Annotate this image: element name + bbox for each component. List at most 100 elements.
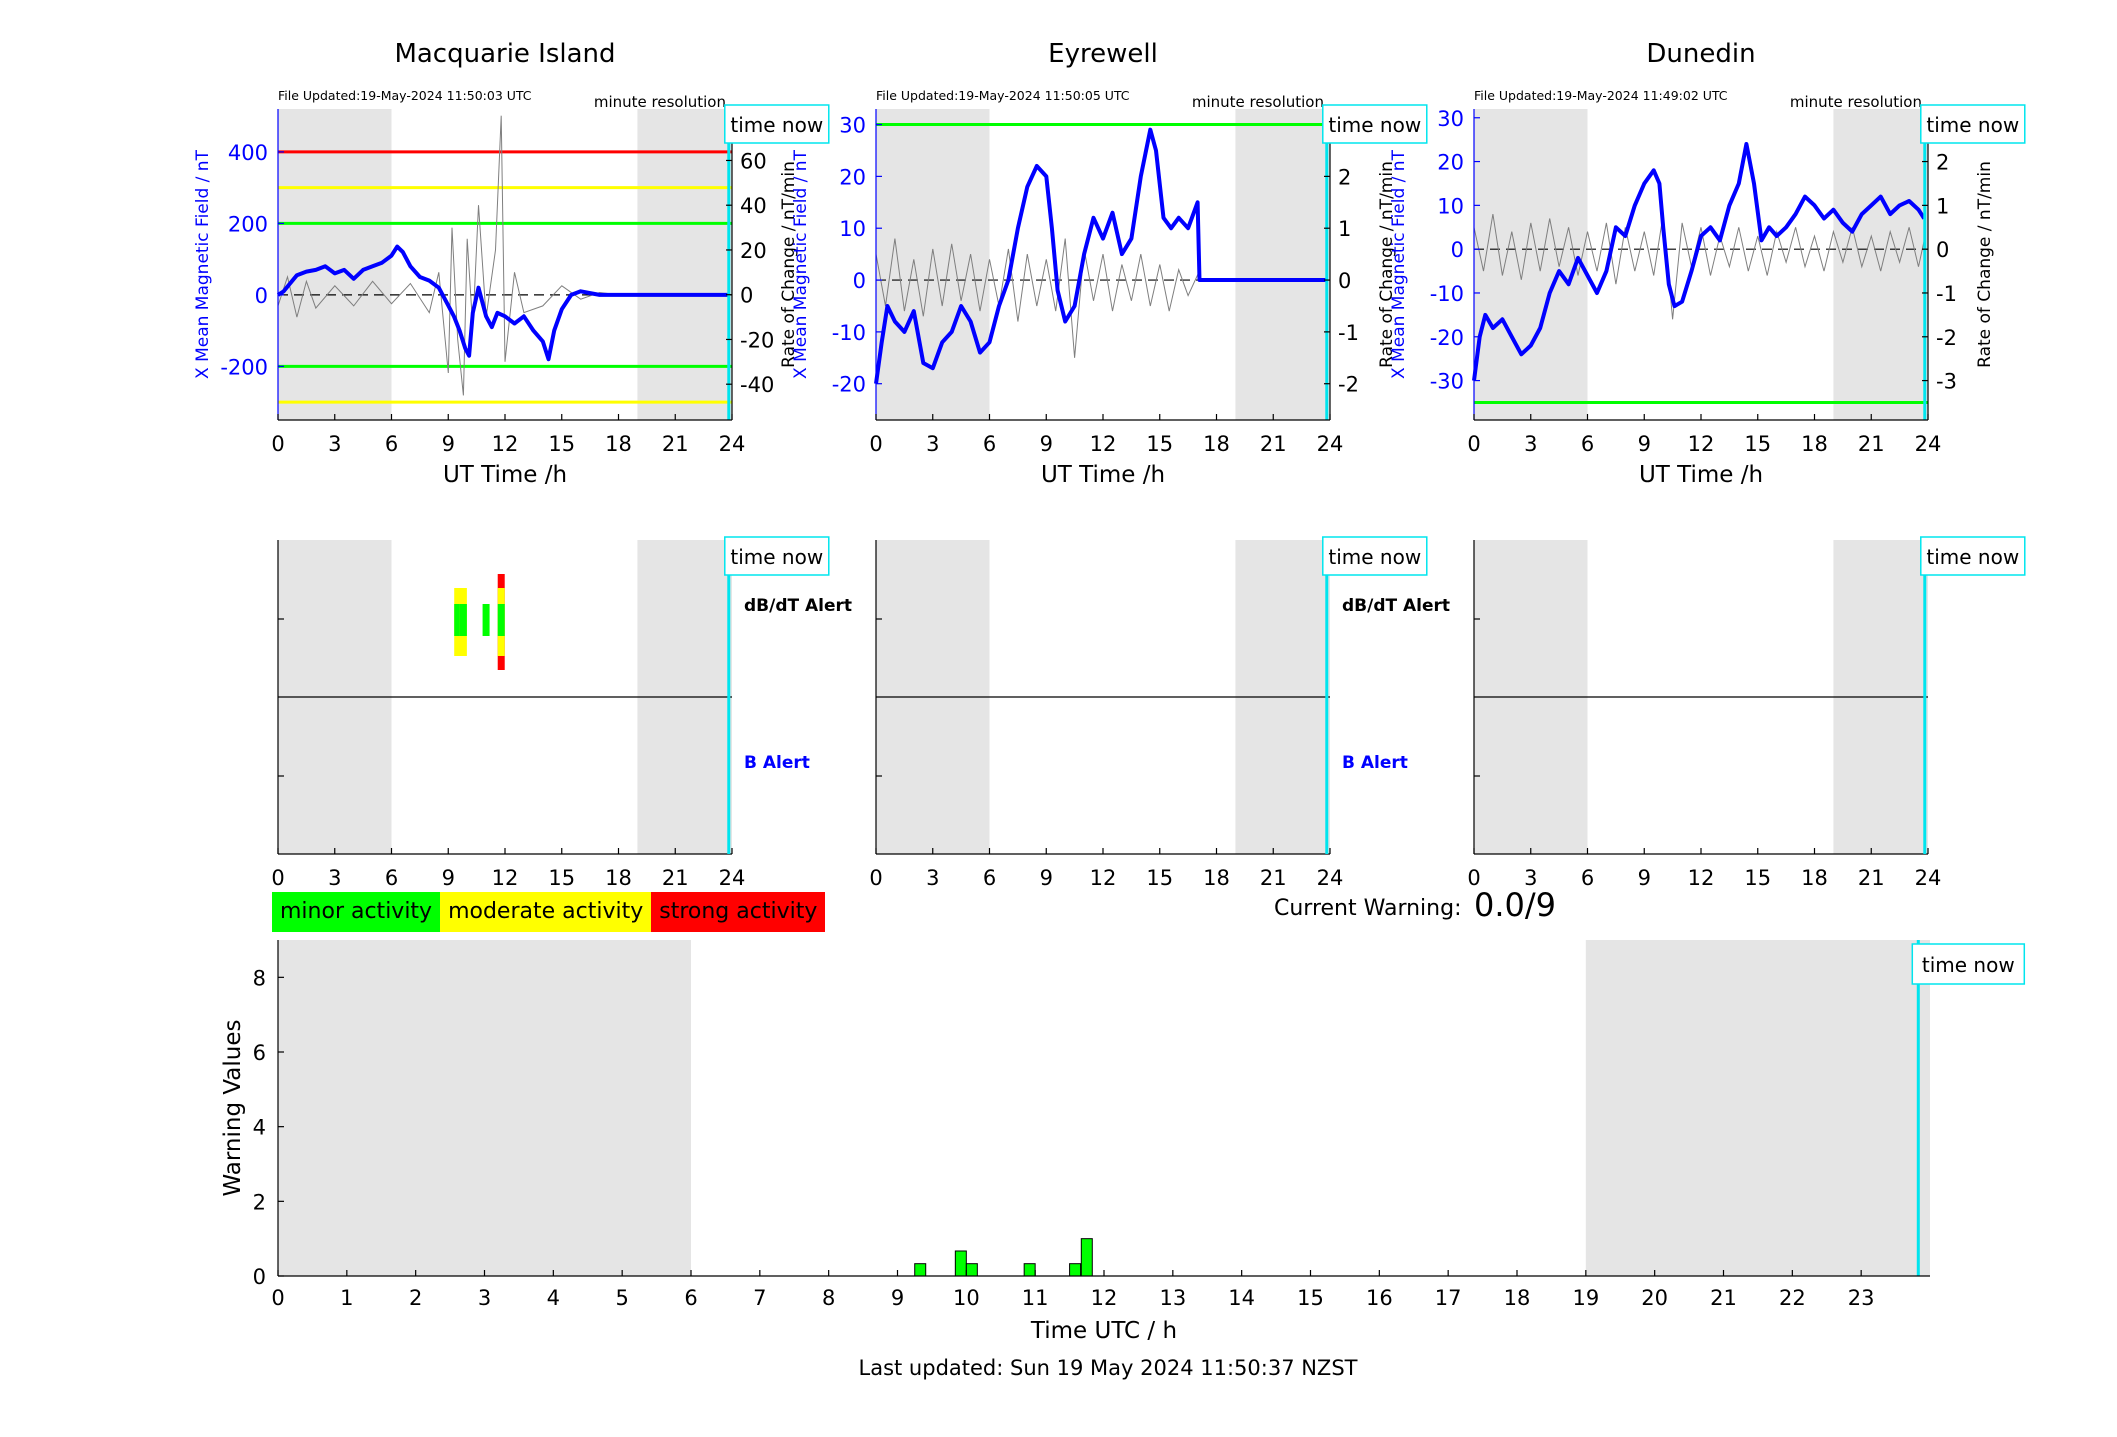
x-tick-label: 24 xyxy=(719,432,746,456)
alert-x-tick-label: 24 xyxy=(1915,866,1942,890)
warning-x-tick-label: 2 xyxy=(409,1286,422,1310)
alert-x-tick-label: 6 xyxy=(1581,866,1594,890)
alert-x-tick-label: 9 xyxy=(442,866,455,890)
time-now-box xyxy=(1322,104,1428,144)
alert-x-tick-label: 18 xyxy=(1203,866,1230,890)
warning-x-tick-label: 23 xyxy=(1848,1286,1875,1310)
y-tick-label: -20 xyxy=(832,373,866,397)
legend-moderate: moderate activity xyxy=(440,892,652,932)
warning-night-shade xyxy=(278,940,691,1276)
x-tick-label: 6 xyxy=(385,432,398,456)
file-updated-text: File Updated:19-May-2024 11:50:05 UTC xyxy=(876,88,1130,103)
dbdt-alert-label: dB/dT Alert xyxy=(744,596,852,616)
y2-tick-label: 0 xyxy=(740,284,753,308)
right-axis-label: Rate of Change / nT/min xyxy=(1377,161,1397,368)
y2-tick-label: 1 xyxy=(1936,194,1949,218)
x-tick-label: 18 xyxy=(1801,432,1828,456)
warning-y-tick-label: 2 xyxy=(253,1190,266,1214)
y-tick-label: 20 xyxy=(839,165,866,189)
y-tick-label: -200 xyxy=(220,355,268,379)
alert-time-now-box xyxy=(1920,536,2026,576)
alert-time-now-label: time now xyxy=(1926,545,2019,569)
warning-bar xyxy=(1080,1238,1093,1277)
warning-x-tick-label: 0 xyxy=(271,1286,284,1310)
alert-x-tick-label: 9 xyxy=(1638,866,1651,890)
alert-time-now-label: time now xyxy=(730,545,823,569)
warning-bar xyxy=(965,1263,978,1277)
x-tick-label: 12 xyxy=(1688,432,1715,456)
alert-x-tick-label: 18 xyxy=(605,866,632,890)
warning-x-tick-label: 7 xyxy=(753,1286,766,1310)
x-tick-label: 24 xyxy=(1317,432,1344,456)
x-tick-label: 24 xyxy=(1915,432,1942,456)
alert-x-tick-label: 15 xyxy=(1146,866,1173,890)
warning-x-tick-label: 22 xyxy=(1779,1286,1806,1310)
y-tick-label: -10 xyxy=(832,321,866,345)
alert-x-tick-label: 3 xyxy=(1524,866,1537,890)
warning-x-tick-label: 20 xyxy=(1641,1286,1668,1310)
warning-x-tick-label: 21 xyxy=(1710,1286,1737,1310)
y2-tick-label: -1 xyxy=(1338,321,1359,345)
rate-of-change-series xyxy=(1473,214,1925,320)
alert-x-tick-label: 12 xyxy=(1090,866,1117,890)
y2-tick-label: -3 xyxy=(1936,370,1957,394)
alert-time-now-box xyxy=(1322,536,1428,576)
warning-bar xyxy=(914,1263,927,1277)
night-shade xyxy=(1474,109,1588,420)
warning-y-tick-label: 8 xyxy=(253,966,266,990)
warning-x-tick-label: 14 xyxy=(1228,1286,1255,1310)
warning-evening-shade xyxy=(1585,940,1930,1276)
magnetic-field-series xyxy=(276,244,729,362)
y2-tick-label: 20 xyxy=(740,239,767,263)
legend-minor: minor activity xyxy=(272,892,441,932)
y-tick-label: 200 xyxy=(228,212,268,236)
alert-x-tick-label: 15 xyxy=(1744,866,1771,890)
warning-x-tick-label: 8 xyxy=(822,1286,835,1310)
warning-bar xyxy=(954,1250,967,1277)
x-tick-label: 3 xyxy=(926,432,939,456)
x-tick-label: 12 xyxy=(492,432,519,456)
y-tick-label: -30 xyxy=(1430,370,1464,394)
y-tick-label: 400 xyxy=(228,141,268,165)
x-tick-label: 15 xyxy=(548,432,575,456)
warning-x-axis-label: Time UTC / h xyxy=(1030,1318,1177,1344)
alert-x-tick-label: 18 xyxy=(1801,866,1828,890)
y2-tick-label: -2 xyxy=(1936,326,1957,350)
evening-shade xyxy=(1235,109,1330,420)
evening-shade xyxy=(1833,109,1928,420)
x-tick-label: 3 xyxy=(1524,432,1537,456)
left-axis-label: X Mean Magnetic Field / nT xyxy=(791,149,811,379)
y2-tick-label: 40 xyxy=(740,194,767,218)
x-axis-label: UT Time /h xyxy=(443,462,567,488)
warning-time-now-label: time now xyxy=(1922,953,2015,977)
time-now-box xyxy=(724,104,830,144)
x-axis-label: UT Time /h xyxy=(1639,462,1763,488)
x-tick-label: 12 xyxy=(1090,432,1117,456)
alert-x-tick-label: 21 xyxy=(1858,866,1885,890)
alert-x-tick-label: 3 xyxy=(926,866,939,890)
file-updated-text: File Updated:19-May-2024 11:49:02 UTC xyxy=(1474,88,1728,103)
alert-time-now-box xyxy=(724,536,830,576)
y-tick-label: 20 xyxy=(1437,151,1464,175)
last-updated-text: Last updated: Sun 19 May 2024 11:50:37 N… xyxy=(859,1356,1358,1380)
y2-tick-label: -1 xyxy=(1936,282,1957,306)
y-tick-label: 0 xyxy=(255,284,268,308)
activity-legend: minor activity moderate activity strong … xyxy=(272,892,826,932)
alert-x-tick-label: 3 xyxy=(328,866,341,890)
x-tick-label: 0 xyxy=(1467,432,1480,456)
time-now-box xyxy=(1920,104,2026,144)
resolution-text: minute resolution xyxy=(594,93,726,111)
right-axis-label: Rate of Change / nT/min xyxy=(779,161,799,368)
magnetic-field-series xyxy=(874,127,1327,384)
current-warning-label: Current Warning: xyxy=(1274,896,1462,921)
alert-x-tick-label: 6 xyxy=(385,866,398,890)
x-tick-label: 9 xyxy=(1638,432,1651,456)
warning-x-tick-label: 13 xyxy=(1159,1286,1186,1310)
warning-y-tick-label: 0 xyxy=(253,1265,266,1289)
magnetic-field-series xyxy=(1472,142,1926,381)
alert-mark-moderate-core xyxy=(459,604,467,636)
alert-time-now-label: time now xyxy=(1328,545,1421,569)
x-tick-label: 15 xyxy=(1744,432,1771,456)
warning-x-tick-label: 11 xyxy=(1022,1286,1049,1310)
y2-tick-label: 1 xyxy=(1338,217,1351,241)
